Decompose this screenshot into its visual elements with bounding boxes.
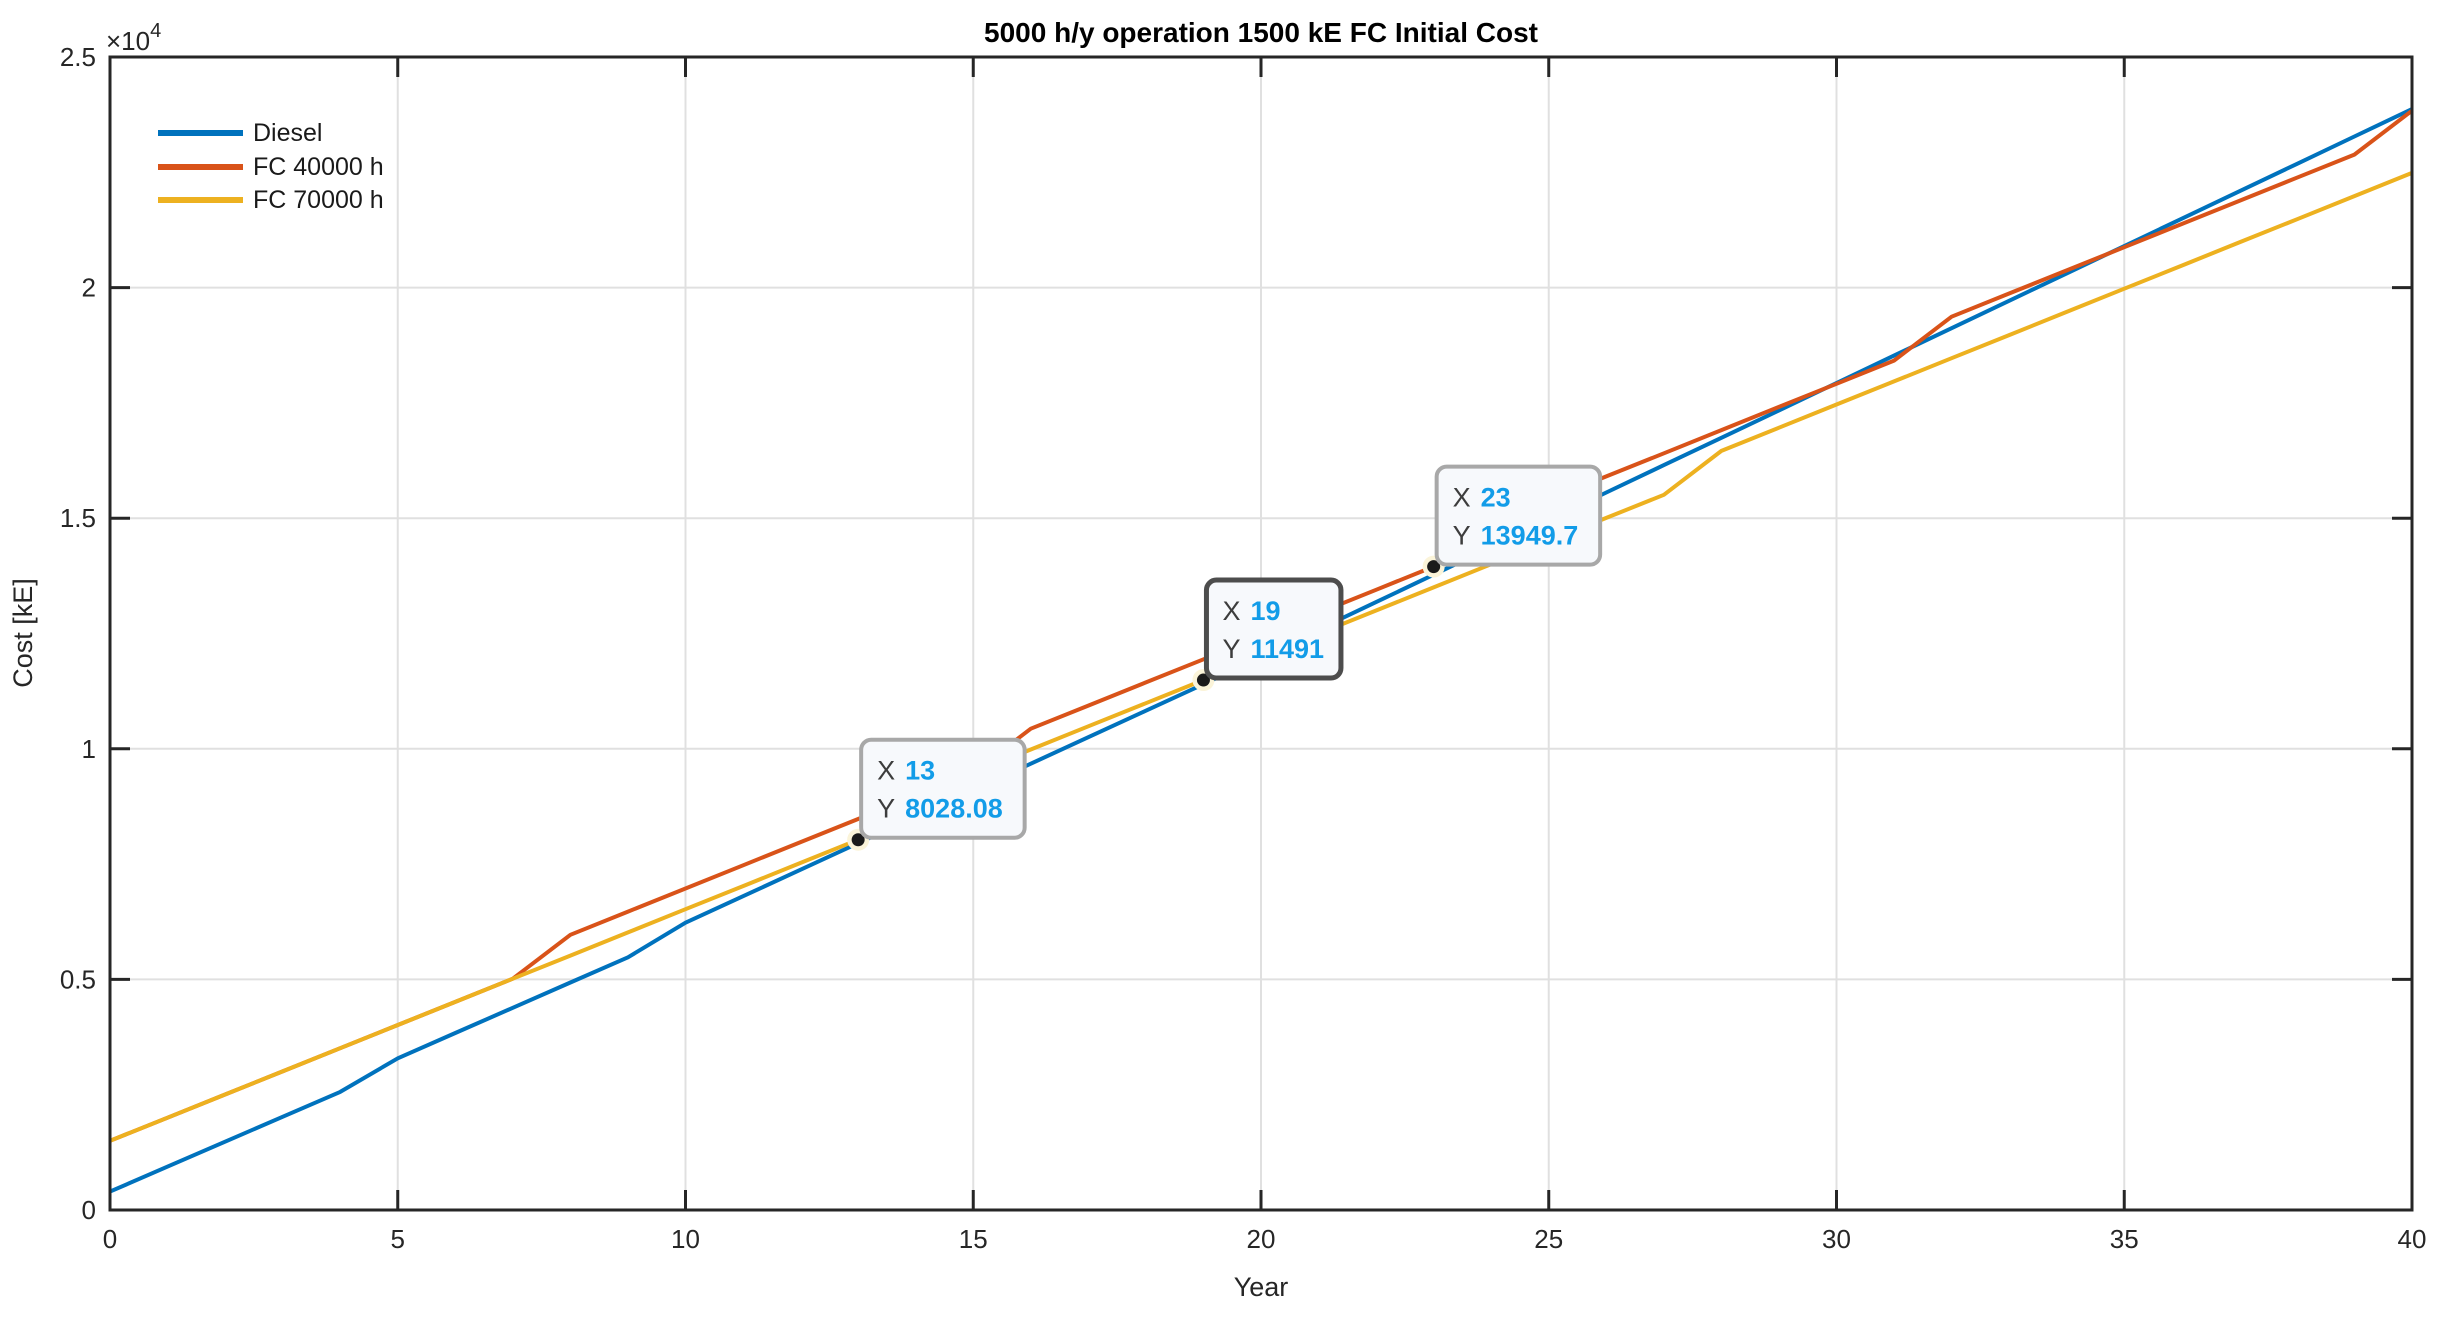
y-tick-label: 2 (82, 273, 96, 303)
y-tick-label: 2.5 (60, 42, 96, 72)
x-tick-label: 25 (1534, 1224, 1563, 1254)
y-axis-label: Cost [kE] (8, 578, 38, 688)
x-tick-label: 20 (1247, 1224, 1276, 1254)
datatip-x-label: X (1453, 483, 1471, 513)
datatip-y-value: 13949.7 (1481, 521, 1579, 551)
x-axis-tick-labels: 0 5 10 15 20 25 30 35 40 (103, 1224, 2427, 1254)
datatip-y-label: Y (877, 794, 895, 824)
datatip-x-value: 13 (905, 756, 935, 786)
datatip-x-label: X (877, 756, 895, 786)
datatip-marker[interactable] (1196, 673, 1210, 687)
x-tick-label: 15 (959, 1224, 988, 1254)
datatip-x-value: 19 (1250, 596, 1280, 626)
datatips: X 13 Y 8028.08 X 19 Y 11491 X 23 Y 13949.7 (847, 464, 1603, 851)
axis-ticks (108, 55, 2414, 1212)
datatip-box[interactable] (1203, 577, 1344, 681)
datatip-y-value: 11491 (1250, 634, 1324, 664)
y-tick-label: 0 (82, 1195, 96, 1225)
x-tick-label: 40 (2398, 1224, 2427, 1254)
datatip-x-label: X (1222, 596, 1240, 626)
x-axis-label: Year (1234, 1272, 1289, 1302)
legend-label-diesel[interactable]: Diesel (253, 119, 322, 147)
datatip-y-label: Y (1453, 521, 1471, 551)
y-axis-multiplier-base: ×10 (106, 26, 150, 56)
y-tick-label: 0.5 (60, 964, 96, 994)
datatip-marker[interactable] (1427, 560, 1441, 574)
datatip-3[interactable]: X 23 Y 13949.7 (1422, 464, 1603, 578)
x-tick-label: 35 (2110, 1224, 2139, 1254)
datatip-marker[interactable] (851, 833, 865, 847)
y-tick-label: 1.5 (60, 503, 96, 533)
x-tick-label: 30 (1822, 1224, 1851, 1254)
legend-label-fc70000[interactable]: FC 70000 h (253, 186, 384, 214)
x-tick-label: 0 (103, 1224, 117, 1254)
y-axis-multiplier-exponent: 4 (150, 20, 161, 42)
legend-label-fc40000[interactable]: FC 40000 h (253, 153, 384, 181)
datatip-box[interactable] (1434, 464, 1603, 567)
datatip-x-value: 23 (1481, 483, 1511, 513)
datatip-y-value: 8028.08 (905, 794, 1003, 824)
datatip-y-label: Y (1222, 634, 1240, 664)
y-tick-label: 1 (82, 734, 96, 764)
datatip-2[interactable]: X 19 Y 11491 (1192, 577, 1344, 692)
legend[interactable]: Diesel FC 40000 h FC 70000 h (158, 119, 384, 214)
chart-title: 5000 h/y operation 1500 kE FC Initial Co… (984, 17, 1538, 48)
x-tick-label: 5 (391, 1224, 405, 1254)
x-tick-label: 10 (671, 1224, 700, 1254)
datatip-1[interactable]: X 13 Y 8028.08 (847, 737, 1027, 851)
y-axis-tick-labels: 0 0.5 1 1.5 2 2.5 (60, 42, 96, 1225)
datatip-box[interactable] (859, 737, 1027, 840)
y-axis-multiplier: ×104 (106, 20, 161, 56)
